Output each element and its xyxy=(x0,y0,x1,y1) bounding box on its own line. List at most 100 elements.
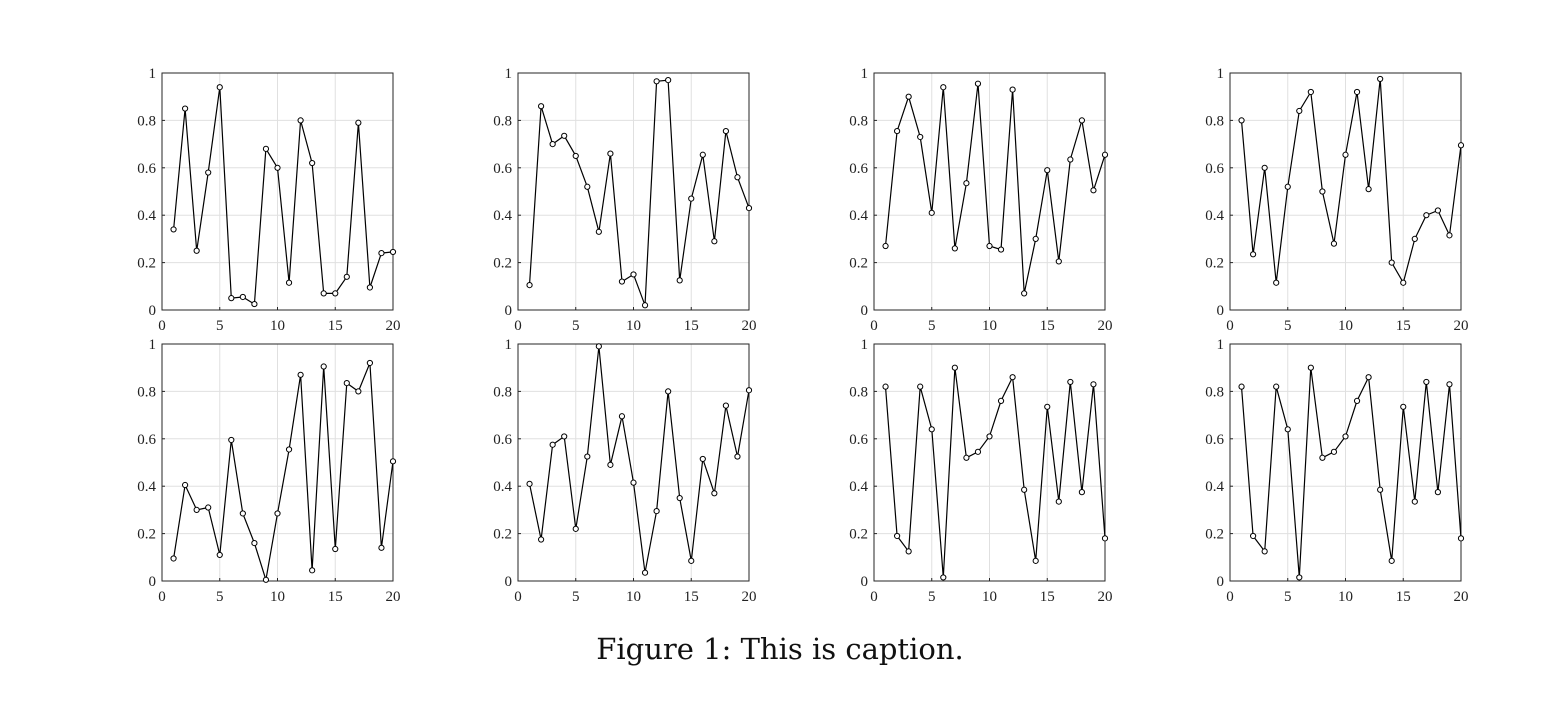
x-tick-label: 15 xyxy=(1040,318,1055,334)
data-point xyxy=(928,426,935,433)
data-point xyxy=(745,204,753,212)
y-tick-label: 1 xyxy=(149,337,157,353)
series-line xyxy=(173,362,394,580)
data-point xyxy=(251,300,258,308)
data-point xyxy=(1055,258,1062,265)
data-point xyxy=(309,567,316,574)
data-point xyxy=(665,77,672,84)
data-point xyxy=(630,271,637,278)
x-tick-label: 10 xyxy=(626,318,641,334)
y-tick-label: 1 xyxy=(861,66,869,82)
data-point xyxy=(549,441,556,448)
x-tick-label: 5 xyxy=(1284,589,1292,605)
data-point xyxy=(882,383,889,390)
x-tick-label: 15 xyxy=(1040,589,1055,605)
data-point xyxy=(711,238,718,245)
data-point xyxy=(216,84,223,91)
data-point xyxy=(584,183,591,190)
data-point xyxy=(963,454,970,461)
x-tick-label: 0 xyxy=(870,318,878,334)
data-point xyxy=(688,557,695,564)
y-tick-label: 0.8 xyxy=(493,113,512,129)
x-tick-label: 0 xyxy=(1226,589,1234,605)
y-tick-label: 0.8 xyxy=(849,384,868,400)
x-tick-label: 5 xyxy=(216,589,224,605)
series-line xyxy=(1240,78,1462,285)
y-tick-label: 0.8 xyxy=(1205,384,1224,400)
data-point xyxy=(653,78,660,85)
data-point xyxy=(1307,88,1314,96)
series-line xyxy=(884,83,1106,294)
x-tick-label: 0 xyxy=(870,589,878,605)
data-point xyxy=(894,127,901,135)
data-point xyxy=(1296,107,1303,115)
data-point xyxy=(285,279,293,286)
x-tick-label: 15 xyxy=(684,318,699,334)
x-tick-label: 10 xyxy=(982,318,997,334)
data-point xyxy=(1377,75,1384,83)
data-point xyxy=(1238,117,1245,124)
data-point xyxy=(1411,235,1418,242)
x-tick-label: 10 xyxy=(982,589,997,605)
series-line xyxy=(173,87,394,306)
x-tick-label: 10 xyxy=(626,589,641,605)
x-tick-label: 20 xyxy=(1098,318,1113,334)
y-tick-label: 0.4 xyxy=(1205,208,1224,224)
x-tick-label: 5 xyxy=(572,589,580,605)
data-point xyxy=(1457,142,1465,149)
data-point xyxy=(940,84,947,91)
data-point xyxy=(366,284,373,291)
data-point xyxy=(630,479,637,486)
data-point xyxy=(526,282,533,289)
data-point xyxy=(1250,251,1257,258)
data-point xyxy=(274,164,281,171)
y-tick-label: 1 xyxy=(149,66,157,82)
y-tick-label: 0.4 xyxy=(1205,479,1224,495)
data-point xyxy=(526,480,533,487)
y-tick-label: 0.2 xyxy=(137,527,156,543)
data-point xyxy=(607,150,614,157)
data-point xyxy=(297,371,304,378)
data-point xyxy=(1400,279,1407,286)
data-point xyxy=(378,250,385,257)
data-point xyxy=(1342,433,1349,440)
data-point xyxy=(1446,381,1453,388)
data-point xyxy=(595,343,602,350)
y-tick-label: 1 xyxy=(1217,66,1225,82)
y-tick-label: 0 xyxy=(149,574,157,590)
y-tick-label: 0.4 xyxy=(849,208,868,224)
data-point xyxy=(1400,403,1407,410)
data-point xyxy=(974,448,982,455)
x-tick-label: 20 xyxy=(386,318,401,334)
data-point xyxy=(262,145,270,152)
x-tick-label: 5 xyxy=(928,589,936,605)
data-point xyxy=(1067,378,1074,386)
data-point xyxy=(216,551,223,559)
data-point xyxy=(1434,207,1442,214)
y-tick-label: 0.2 xyxy=(1205,256,1224,272)
data-point xyxy=(355,119,362,126)
data-point xyxy=(182,105,189,112)
subplot-8: 0 5 10 15 20 0 0.2 0.4 0.6 0.8 1 xyxy=(1205,337,1468,605)
data-point xyxy=(1238,383,1245,390)
data-point xyxy=(1388,557,1395,564)
data-point xyxy=(653,507,660,515)
data-point xyxy=(1353,397,1361,404)
data-point xyxy=(734,453,741,460)
x-tick-label: 20 xyxy=(386,589,401,605)
data-point xyxy=(1101,151,1109,158)
data-point xyxy=(332,290,339,297)
data-point xyxy=(561,132,568,139)
y-tick-label: 0.8 xyxy=(849,113,868,129)
y-tick-label: 0.6 xyxy=(1205,432,1224,448)
data-point xyxy=(997,246,1005,253)
data-point xyxy=(1078,489,1086,496)
data-point xyxy=(618,278,626,285)
data-point xyxy=(251,539,258,547)
data-point xyxy=(745,387,753,394)
y-tick-label: 0 xyxy=(505,303,513,319)
data-point xyxy=(607,461,614,468)
data-point xyxy=(1330,240,1338,247)
data-point xyxy=(538,536,545,543)
y-tick-label: 0.6 xyxy=(849,161,868,177)
